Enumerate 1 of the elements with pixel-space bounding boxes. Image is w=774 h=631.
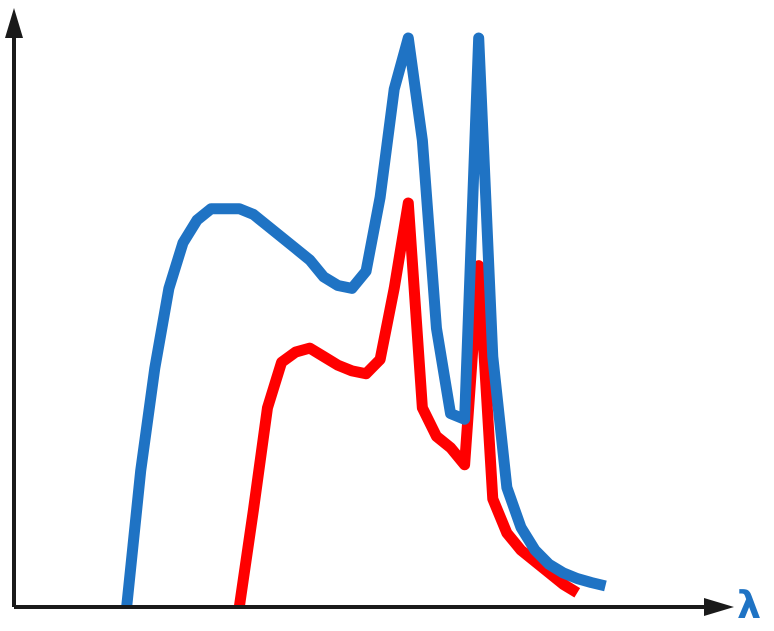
x-axis-title: λ	[737, 582, 762, 629]
